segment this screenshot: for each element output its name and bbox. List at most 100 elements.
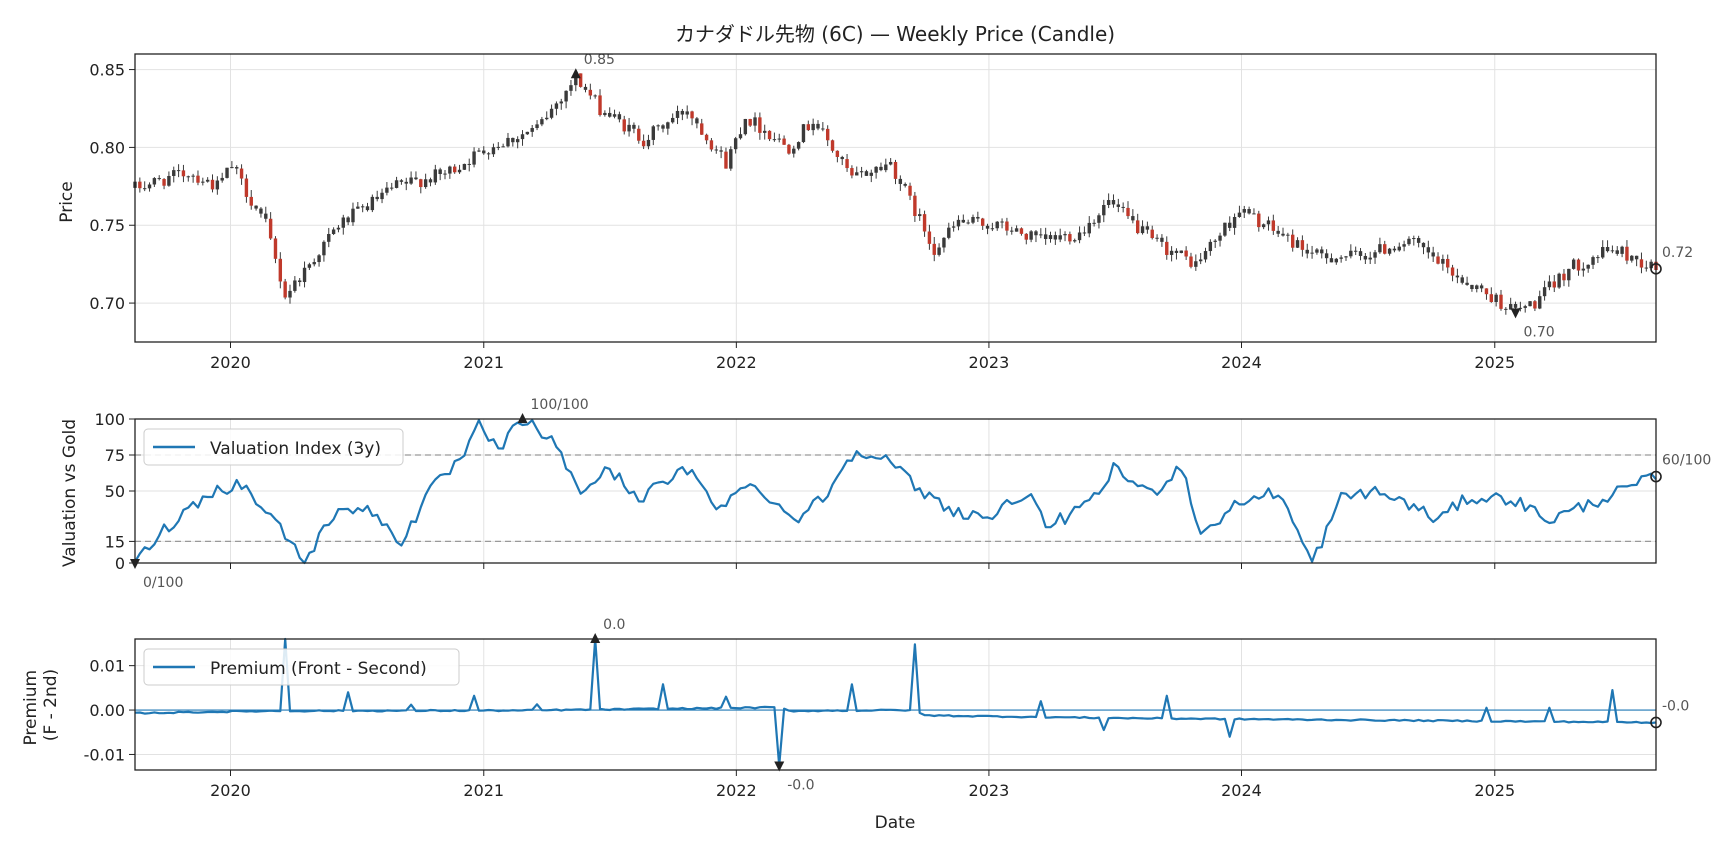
candle xyxy=(1203,247,1208,263)
candle-body xyxy=(893,161,898,179)
candle xyxy=(593,94,597,99)
candle-body xyxy=(821,128,825,130)
candle-body xyxy=(268,218,273,239)
price-x-tick-label: 2023 xyxy=(969,353,1010,372)
price-plot-frame xyxy=(134,53,1657,343)
candle xyxy=(511,137,515,147)
candle-body xyxy=(1160,237,1164,242)
candle-body xyxy=(1353,250,1358,252)
candle xyxy=(1310,245,1314,259)
candle-body xyxy=(1106,200,1111,205)
premium-series-path xyxy=(134,637,1657,767)
candle xyxy=(1596,255,1600,264)
candle xyxy=(767,130,772,142)
candle xyxy=(1436,252,1440,265)
candle xyxy=(1383,240,1387,255)
candle xyxy=(564,90,568,109)
candle-body xyxy=(210,179,215,190)
candle-body xyxy=(966,222,970,224)
candle xyxy=(535,120,539,131)
candle xyxy=(327,227,331,248)
candle xyxy=(462,163,467,170)
candle xyxy=(467,158,471,172)
candle-body xyxy=(482,150,486,154)
candle xyxy=(545,111,549,121)
candle-body xyxy=(879,166,883,171)
valuation-y-tick-label: 50 xyxy=(105,482,125,501)
premium-x-tick-label: 2022 xyxy=(716,781,757,800)
candle xyxy=(288,284,292,304)
candle-body xyxy=(825,128,830,141)
candle xyxy=(801,123,806,144)
price-x-tick-label: 2022 xyxy=(716,353,757,372)
candle xyxy=(719,146,723,159)
valuation-y-tick-label: 100 xyxy=(94,410,125,429)
candle-body xyxy=(1499,294,1503,309)
premium-legend-box xyxy=(143,648,460,686)
candle xyxy=(1552,275,1556,293)
candle xyxy=(995,221,999,231)
candle xyxy=(259,207,263,218)
candle xyxy=(1378,237,1382,254)
candle xyxy=(172,166,176,183)
candle-body xyxy=(438,169,442,175)
candle-body xyxy=(259,208,263,214)
candle xyxy=(612,109,617,119)
candle-body xyxy=(874,166,878,173)
candle-body xyxy=(1276,230,1280,234)
candle xyxy=(201,177,205,186)
candle xyxy=(157,175,161,181)
candle-body xyxy=(1315,249,1319,253)
candle-body xyxy=(453,166,457,173)
candle-body xyxy=(792,148,796,154)
premium-y-label-line-1: Premium xyxy=(21,670,41,746)
candle-body xyxy=(1048,235,1053,240)
candle-body xyxy=(1431,252,1435,257)
candle-body xyxy=(1121,206,1125,208)
candle xyxy=(569,79,573,96)
candle xyxy=(399,179,404,185)
candle-body xyxy=(593,95,597,97)
candle-body xyxy=(816,123,820,129)
candle-body xyxy=(1397,246,1401,251)
valuation-panel: 100/100 0/100 60/100 0 15 50 75 100 Valuation … xyxy=(60,397,1711,591)
candle-body xyxy=(651,126,656,140)
candle-body xyxy=(404,181,408,184)
candle xyxy=(1479,283,1484,293)
candle-body xyxy=(990,228,995,230)
candle xyxy=(830,139,835,153)
price-panel: 0.850.700.72 0.700.750.800.85 2020 2021 20… xyxy=(57,52,1693,372)
candle-body xyxy=(700,123,704,135)
candle-body xyxy=(1053,235,1058,240)
candle xyxy=(583,83,588,93)
candle xyxy=(225,167,229,179)
candle xyxy=(1363,253,1368,265)
candle-body xyxy=(1184,250,1188,257)
candle-body xyxy=(1373,252,1377,258)
candle xyxy=(351,202,355,226)
candle xyxy=(1499,289,1503,311)
candle xyxy=(394,176,399,189)
candle xyxy=(438,167,442,181)
candle-body xyxy=(922,214,927,232)
premium-x-ticks: 2020 2021 2022 2023 2024 2025 xyxy=(210,770,1515,800)
candle-body xyxy=(1082,232,1087,234)
candle xyxy=(1634,255,1639,267)
candle-body xyxy=(1169,250,1174,255)
x-axis-label: Date xyxy=(875,813,916,833)
candle xyxy=(1562,269,1566,287)
candle xyxy=(578,73,583,88)
candle xyxy=(1005,217,1009,236)
price-max-marker xyxy=(570,68,581,79)
candle-body xyxy=(1073,240,1077,242)
candle xyxy=(1068,231,1072,245)
candle xyxy=(1010,226,1014,235)
candle-body xyxy=(903,183,907,186)
candle xyxy=(1116,198,1121,213)
candle-body xyxy=(162,179,166,186)
candle xyxy=(1431,246,1435,262)
candle xyxy=(1000,218,1004,229)
candle-body xyxy=(743,118,748,135)
candle xyxy=(1581,262,1586,277)
